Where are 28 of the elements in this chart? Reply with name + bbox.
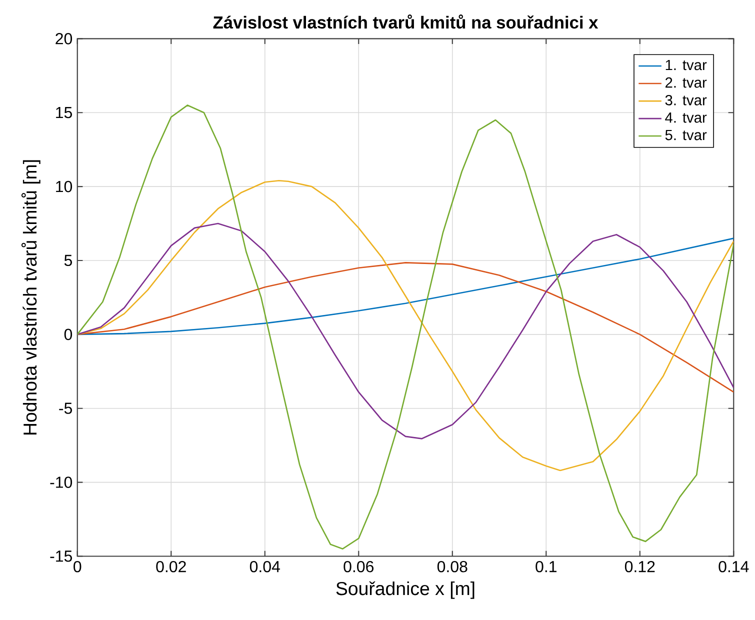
line-series (77, 104, 734, 550)
y-tick-label: 10 (56, 180, 72, 192)
line-series (77, 222, 734, 440)
chart-title: Závislost vlastních tvarů kmitů na souřadnici x (213, 14, 598, 28)
x-tick-label: 0.08 (437, 560, 468, 572)
y-tick-label: -10 (50, 476, 72, 488)
x-tick-label: 0.14 (718, 560, 749, 572)
x-tick-label: 0.1 (536, 560, 556, 572)
y-tick-label: 5 (64, 254, 72, 266)
x-tick-label: 0 (74, 560, 82, 572)
y-tick-label: -15 (50, 550, 72, 562)
y-tick-label: 0 (64, 328, 72, 340)
legend-label: 3. tvar (665, 94, 707, 106)
line-series (77, 180, 734, 472)
y-tick-label: 15 (56, 106, 72, 118)
y-tick-label: -5 (59, 402, 72, 414)
x-axis-title: Souřadnice x [m] (336, 581, 474, 599)
x-tick-label: 0.02 (156, 560, 186, 572)
legend-label: 4. tvar (665, 112, 707, 123)
legend-label: 2. tvar (665, 77, 707, 88)
y-tick-label: 20 (56, 32, 72, 44)
y-axis-title: Hodnota vlastních tvarů kmitů [m] (21, 160, 40, 434)
legend-label: 5. tvar (665, 130, 707, 140)
line-series (77, 262, 734, 393)
x-tick-label: 0.06 (344, 560, 374, 572)
x-tick-label: 0.12 (624, 560, 655, 572)
x-tick-label: 0.04 (250, 560, 280, 572)
legend-label: 1. tvar (666, 60, 707, 70)
